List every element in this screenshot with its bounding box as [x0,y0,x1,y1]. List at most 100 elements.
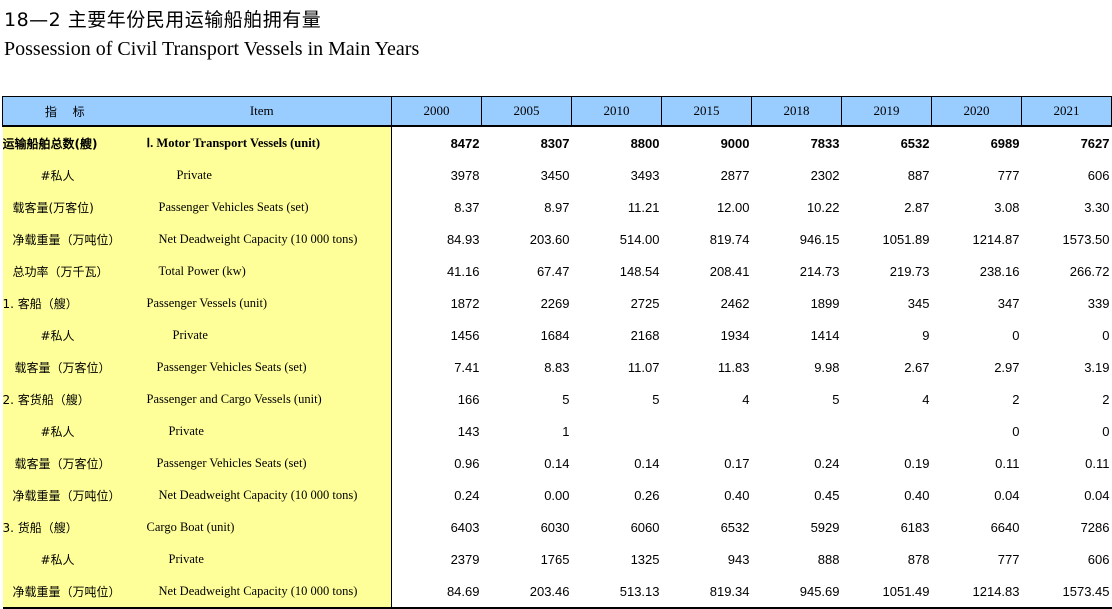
cell-value: 0.45 [814,487,840,503]
cell-value: 878 [907,551,930,567]
cell-value: 8800 [630,135,660,151]
row-label-cn: #私人 [2,415,133,447]
cell-value: 2462 [720,295,750,311]
page-title-en: Possession of Civil Transport Vessels in… [4,38,420,60]
row-label-en: Passenger Vessels (unit) [132,287,392,319]
cell-value: 2302 [810,167,840,183]
cell-value: 8.83 [544,359,570,375]
row-label-en: Passenger Vehicles Seats (set) [132,351,392,383]
cell-value: 339 [1087,295,1110,311]
table-row: 载客量(万客位) Passenger Vehicles Seats (set) 8.… [2,191,1112,223]
cell-value: 1899 [810,295,840,311]
cell-value: 1934 [720,327,750,343]
cell-value: 0.00 [544,487,570,503]
cell-value: 4 [742,391,750,407]
row-label-en: Passenger and Cargo Vessels (unit) [132,383,392,415]
cell-value: 8307 [540,135,570,151]
cell-value: 7627 [1080,135,1110,151]
cell-value: 6532 [720,519,750,535]
row-label-cn: 载客量（万客位） [2,447,133,479]
cell-value: 4 [922,391,930,407]
cell-value: 2 [1102,391,1110,407]
cell-value: 946.15 [799,231,840,247]
cell-value: 0.26 [634,487,660,503]
cell-value: 1214.83 [931,575,1022,609]
row-label-cn: 2. 客货船（艘） [2,383,133,415]
cell-value: 2725 [630,295,660,311]
cell-value: 0 [1102,423,1110,439]
cell-value: 0 [1012,327,1020,343]
cell-value: 514.00 [619,231,660,247]
cell-value: 943 [727,551,750,567]
cell-value: 9 [922,327,930,343]
cell-value: 2168 [630,327,660,343]
cell-value: 166 [457,391,480,407]
row-label-cn: 载客量(万客位) [2,191,133,223]
cell-value: 2.97 [994,359,1020,375]
cell-value: 0.11 [1085,455,1110,471]
cell-value: 0.19 [904,455,930,471]
row-label-cn: #私人 [2,159,133,191]
cell-value: 2877 [720,167,750,183]
cell-value: 7.41 [454,359,480,375]
row-label-cn: #私人 [2,543,133,575]
cell-value: 513.13 [571,575,662,609]
cell-value: 0.04 [1084,487,1110,503]
row-label-en: Private [132,415,392,447]
cell-value: 5 [562,391,570,407]
cell-value: 0.24 [814,455,840,471]
row-label-cn: 净载重量（万吨位） [2,479,133,511]
cell-value: 1684 [540,327,570,343]
cell-value: 945.69 [751,575,842,609]
cell-value: 238.16 [979,263,1020,279]
cell-value: 887 [907,167,930,183]
cell-value: 6989 [990,135,1020,151]
cell-value: 6030 [540,519,570,535]
cell-value: 1765 [540,551,570,567]
cell-value: 819.34 [661,575,752,609]
row-label-cn: 净载重量（万吨位） [2,223,133,255]
cell-value: 214.73 [799,263,840,279]
cell-value: 0.96 [454,455,480,471]
cell-value [572,415,662,447]
cell-value: 0.17 [724,455,750,471]
cell-value: 2 [1012,391,1020,407]
cell-value: 1325 [630,551,660,567]
cell-value: 41.16 [446,263,480,279]
cell-value: 6060 [630,519,660,535]
cell-value: 1414 [810,327,840,343]
cell-value: 5 [832,391,840,407]
row-label-en: Net Deadweight Capacity (10 000 tons) [132,479,392,511]
row-label-en: Passenger Vehicles Seats (set) [132,191,392,223]
cell-value: 606 [1087,167,1110,183]
cell-value: 12.00 [716,199,750,215]
header-item: Item [132,96,392,127]
header-year: 2019 [841,96,932,127]
header-cn: 指 标 [2,96,133,127]
row-label-en: Cargo Boat (unit) [132,511,392,543]
cell-value: 777 [997,551,1020,567]
row-label-en: Net Deadweight Capacity (10 000 tons) [132,575,392,609]
table-row: #私人 Private 143 1 0 0 [2,415,1112,447]
row-label-en: Private [132,159,392,191]
cell-value: 0.14 [544,455,570,471]
row-label-en: Passenger Vehicles Seats (set) [132,447,392,479]
row-label-cn: 载客量（万客位） [2,351,133,383]
row-label-en: Private [132,319,392,351]
row-label-cn: 1. 客船（艘） [2,287,133,319]
cell-value: 9000 [720,135,750,151]
table-row: 载客量（万客位） Passenger Vehicles Seats (set) 0.… [2,447,1112,479]
table-row: 总功率（万千瓦） Total Power (kw) 41.16 67.47 148.54… [2,255,1112,287]
cell-value: 2269 [540,295,570,311]
table-row: 净载重量（万吨位） Net Deadweight Capacity (10 000… [2,575,1112,609]
cell-value: 1456 [450,327,480,343]
cell-value: 2.67 [904,359,930,375]
table-row: 载客量（万客位） Passenger Vehicles Seats (set) 7.… [2,351,1112,383]
cell-value [842,415,932,447]
cell-value: 2379 [450,551,480,567]
cell-value: 7286 [1080,519,1110,535]
cell-value: 219.73 [889,263,930,279]
cell-value: 8472 [450,135,480,151]
row-label-en: Total Power (kw) [132,255,392,287]
header-year: 2005 [481,96,572,127]
